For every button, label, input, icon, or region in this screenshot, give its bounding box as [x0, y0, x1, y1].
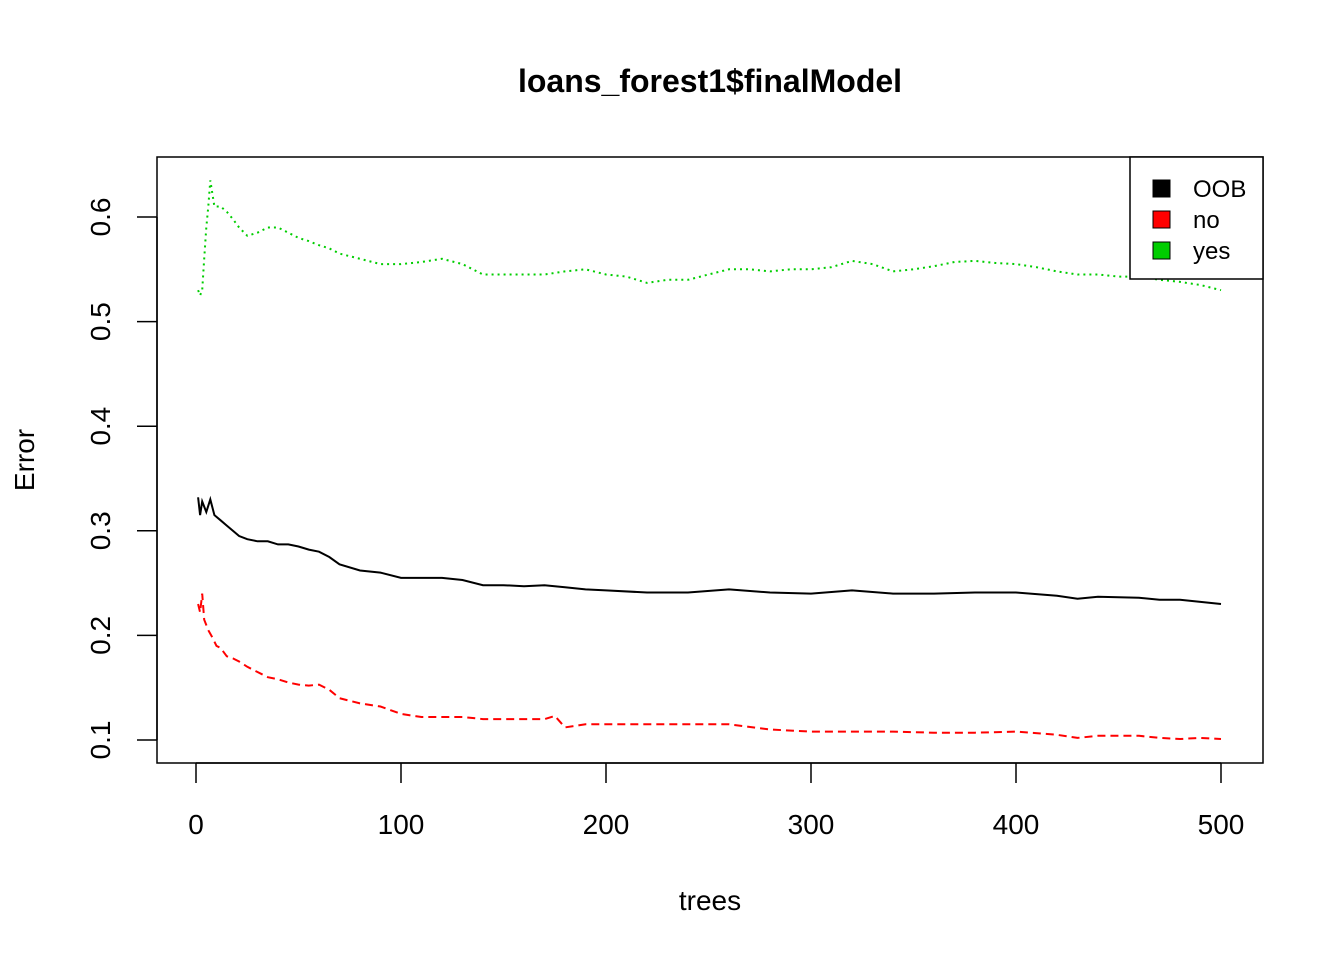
legend-box	[1129, 156, 1264, 280]
x-axis: 0 100 200 300 400 500	[188, 762, 1245, 840]
x-axis-label: trees	[679, 885, 741, 916]
chart-title: loans_forest1$finalModel	[518, 63, 902, 99]
x-tick-label: 200	[583, 809, 630, 840]
legend-swatch-yes	[1152, 241, 1171, 260]
y-tick-label: 0.1	[85, 721, 116, 760]
x-tick-label: 400	[993, 809, 1040, 840]
y-tick-label: 0.4	[85, 407, 116, 446]
y-tick-label: 0.6	[85, 198, 116, 237]
legend-label-oob: OOB	[1193, 176, 1246, 203]
x-tick-label: 300	[788, 809, 835, 840]
legend-swatch-no	[1152, 210, 1171, 229]
y-tick-label: 0.5	[85, 302, 116, 341]
x-tick-label: 0	[188, 809, 204, 840]
x-tick-label: 100	[378, 809, 425, 840]
y-tick-label: 0.2	[85, 616, 116, 655]
legend-swatch-oob	[1152, 179, 1171, 198]
legend: OOB no yes	[1129, 156, 1264, 280]
legend-label-no: no	[1193, 207, 1220, 234]
y-axis-label: Error	[9, 429, 40, 491]
series-layer	[197, 180, 1222, 741]
plot-frame	[156, 156, 1264, 764]
series-line-yes	[197, 180, 1222, 299]
x-tick-label: 500	[1198, 809, 1245, 840]
y-tick-label: 0.3	[85, 511, 116, 550]
y-axis: 0.1 0.2 0.3 0.4 0.5 0.6	[85, 198, 158, 760]
legend-label-yes: yes	[1193, 238, 1230, 265]
series-line-oob	[197, 495, 1222, 605]
series-line-no	[197, 593, 1222, 741]
